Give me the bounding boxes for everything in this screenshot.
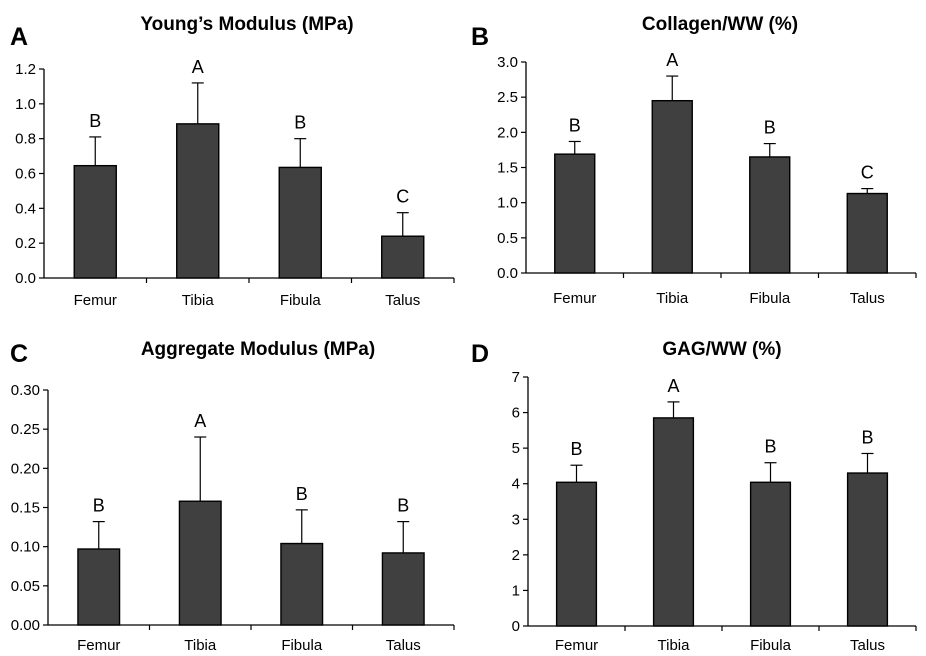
bar-talus — [381, 235, 425, 279]
y-tick-label: 1.0 — [497, 195, 518, 212]
y-tick-label: 0.25 — [11, 421, 40, 438]
x-tick-label: Talus — [850, 290, 885, 307]
x-tick-label: Tibia — [182, 292, 215, 309]
y-tick-label: 0.6 — [15, 166, 36, 183]
significance-label: B — [570, 439, 582, 459]
significance-label: A — [194, 411, 206, 431]
y-tick-label: 0.10 — [11, 539, 40, 556]
chart-panel-a: A Young’s Modulus (MPa) 0.0 0.2 0.4 0.6 0.8 1.0… — [10, 14, 455, 309]
bar-talus — [846, 472, 889, 627]
panel-letter: D — [471, 340, 489, 368]
chart-panel-b: B Collagen/WW (%) 0.0 0.5 1.0 1.5 2.0 2.5 3.0 B Fe… — [471, 14, 917, 307]
y-tick-label: 7 — [512, 369, 520, 386]
y-tick-label: 0.8 — [15, 131, 36, 148]
significance-label: C — [396, 187, 409, 207]
bar-talus — [846, 192, 888, 274]
y-tick-label: 1.2 — [15, 61, 36, 78]
x-tick-label: Talus — [850, 637, 885, 654]
bar-tibia — [652, 417, 695, 627]
significance-label: B — [93, 496, 105, 516]
y-tick-label: 1 — [512, 582, 520, 599]
significance-label: A — [666, 50, 678, 70]
x-tick-label: Talus — [385, 292, 420, 309]
bar-fibula — [280, 542, 324, 626]
significance-label: B — [764, 437, 776, 457]
x-tick-label: Tibia — [184, 637, 217, 654]
significance-label: B — [296, 484, 308, 504]
bar-fibula — [278, 166, 322, 279]
panel-letter: C — [10, 340, 28, 368]
y-tick-label: 4 — [512, 476, 520, 493]
significance-label: A — [667, 376, 679, 396]
y-tick-label: 0.5 — [497, 230, 518, 247]
x-tick-label: Fibula — [280, 292, 322, 309]
significance-label: B — [764, 118, 776, 138]
y-tick-label: 0.15 — [11, 500, 40, 517]
chart-title: Collagen/WW (%) — [642, 14, 798, 35]
x-tick-label: Femur — [74, 292, 117, 309]
x-tick-label: Femur — [555, 637, 598, 654]
bar-femur — [73, 164, 117, 279]
y-tick-label: 2.5 — [497, 89, 518, 106]
chart-title: Aggregate Modulus (MPa) — [141, 339, 375, 360]
y-tick-label: 6 — [512, 405, 520, 422]
bar-tibia — [178, 500, 222, 626]
y-tick-label: 1.0 — [15, 96, 36, 113]
significance-label: B — [397, 496, 409, 516]
chart-panel-c: C Aggregate Modulus (MPa) 0.00 0.05 0.10 0.15… — [10, 339, 455, 654]
y-tick-label: 1.5 — [497, 160, 518, 177]
x-tick-label: Femur — [553, 290, 596, 307]
significance-label: B — [294, 113, 306, 133]
x-tick-label: Fibula — [281, 637, 323, 654]
y-tick-label: 0.4 — [15, 200, 36, 217]
bar-talus — [381, 552, 425, 626]
significance-label: A — [192, 57, 204, 77]
y-tick-label: 0.00 — [11, 617, 40, 634]
y-tick-label: 5 — [512, 440, 520, 457]
chart-panel-d: D GAG/WW (%) 0 1 2 3 4 5 6 7 B Femur A Tibia B Fibula B T… — [471, 339, 917, 654]
x-tick-label: Tibia — [658, 637, 691, 654]
significance-label: B — [89, 111, 101, 131]
x-tick-label: Fibula — [749, 290, 791, 307]
bar-femur — [555, 481, 598, 627]
chart-title: Young’s Modulus (MPa) — [140, 14, 353, 35]
y-tick-label: 0.0 — [15, 270, 36, 287]
y-tick-label: 2.0 — [497, 124, 518, 141]
significance-label: C — [861, 163, 874, 183]
x-tick-label: Femur — [77, 637, 120, 654]
bar-femur — [77, 548, 121, 626]
y-tick-label: 3 — [512, 511, 520, 528]
significance-label: B — [569, 115, 581, 135]
panel-letter: B — [471, 23, 489, 51]
panel-letter: A — [10, 23, 28, 51]
chart-title: GAG/WW (%) — [662, 339, 781, 360]
significance-label: B — [861, 427, 873, 447]
y-tick-label: 0.30 — [11, 382, 40, 399]
x-tick-label: Talus — [386, 637, 421, 654]
bar-femur — [554, 153, 596, 274]
y-tick-label: 2 — [512, 547, 520, 564]
y-tick-label: 0.0 — [497, 265, 518, 282]
bar-fibula — [749, 481, 792, 627]
y-tick-label: 0 — [512, 618, 520, 635]
x-tick-label: Tibia — [656, 290, 689, 307]
y-tick-label: 0.2 — [15, 235, 36, 252]
x-tick-label: Fibula — [750, 637, 792, 654]
y-tick-label: 0.20 — [11, 460, 40, 477]
bar-tibia — [651, 99, 693, 274]
bar-fibula — [749, 156, 791, 274]
bar-tibia — [176, 123, 220, 279]
y-tick-label: 3.0 — [497, 54, 518, 71]
y-tick-label: 0.05 — [11, 578, 40, 595]
